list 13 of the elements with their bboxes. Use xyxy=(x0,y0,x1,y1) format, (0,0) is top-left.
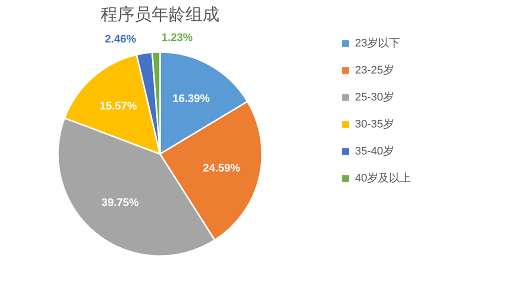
legend-label: 25-30岁 xyxy=(355,92,394,104)
legend-label: 23-25岁 xyxy=(355,64,394,76)
data-label: 1.23% xyxy=(162,32,193,44)
legend-label: 23岁以下 xyxy=(355,36,400,50)
data-label: 39.75% xyxy=(101,197,139,210)
data-label: 2.46% xyxy=(104,33,136,46)
data-label: 24.59% xyxy=(202,162,240,175)
data-label: 15.57% xyxy=(100,100,138,112)
data-label: 16.39% xyxy=(172,92,210,105)
legend-label: 30-35岁 xyxy=(355,118,394,130)
legend-label: 40岁及以上 xyxy=(355,172,412,184)
chart-title: 程序员年龄组成 xyxy=(100,5,220,24)
legend-label: 35-40岁 xyxy=(355,146,394,158)
